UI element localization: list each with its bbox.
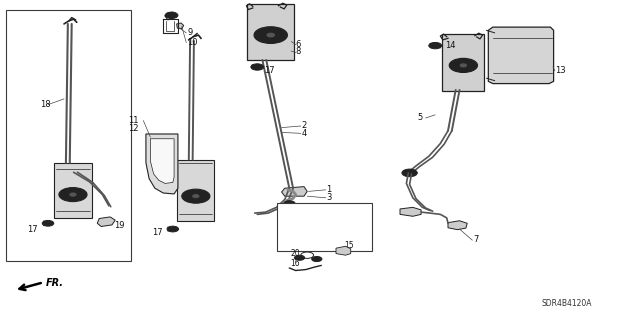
Circle shape <box>42 220 54 226</box>
FancyBboxPatch shape <box>247 4 294 60</box>
Text: 16: 16 <box>291 259 300 268</box>
Circle shape <box>312 256 322 262</box>
Polygon shape <box>150 139 174 183</box>
Text: 15: 15 <box>344 241 354 250</box>
Circle shape <box>251 64 264 70</box>
Circle shape <box>70 193 76 196</box>
Text: 11: 11 <box>128 116 138 125</box>
Polygon shape <box>488 27 554 84</box>
Circle shape <box>406 171 413 175</box>
Bar <box>6 10 131 261</box>
Circle shape <box>267 33 275 37</box>
Text: 20: 20 <box>291 249 300 258</box>
Circle shape <box>460 64 467 67</box>
Circle shape <box>65 191 81 198</box>
Polygon shape <box>400 207 421 216</box>
FancyBboxPatch shape <box>177 160 214 221</box>
Text: 17: 17 <box>27 225 38 234</box>
Circle shape <box>254 27 287 43</box>
Text: SDR4B4120A: SDR4B4120A <box>541 299 591 308</box>
Circle shape <box>165 12 178 19</box>
FancyBboxPatch shape <box>54 163 92 218</box>
Polygon shape <box>448 221 467 230</box>
Text: 10: 10 <box>188 38 198 47</box>
Circle shape <box>193 195 199 198</box>
FancyBboxPatch shape <box>442 34 484 91</box>
Polygon shape <box>97 217 115 226</box>
Circle shape <box>456 62 471 69</box>
Polygon shape <box>336 246 351 255</box>
Circle shape <box>449 58 477 72</box>
Circle shape <box>167 226 179 232</box>
Circle shape <box>294 255 305 260</box>
Circle shape <box>402 169 417 177</box>
FancyBboxPatch shape <box>277 203 372 251</box>
Text: 3: 3 <box>326 193 332 202</box>
Circle shape <box>284 201 295 206</box>
Text: FR.: FR. <box>46 278 64 288</box>
Text: 12: 12 <box>128 124 138 133</box>
Text: 9: 9 <box>188 28 193 37</box>
Polygon shape <box>177 23 184 29</box>
Text: 13: 13 <box>556 66 566 75</box>
Text: 5: 5 <box>417 113 422 122</box>
Polygon shape <box>282 187 307 196</box>
Text: 14: 14 <box>445 41 455 50</box>
Circle shape <box>188 192 204 200</box>
Text: 17: 17 <box>264 66 275 75</box>
Circle shape <box>290 204 299 208</box>
Circle shape <box>429 42 442 49</box>
Text: 19: 19 <box>114 221 124 230</box>
Text: 1: 1 <box>326 185 332 194</box>
Text: 17: 17 <box>152 228 163 237</box>
Text: 8: 8 <box>296 48 301 56</box>
Text: 4: 4 <box>301 129 307 137</box>
Circle shape <box>182 189 210 203</box>
Text: 18: 18 <box>40 100 51 109</box>
Polygon shape <box>146 134 178 194</box>
Text: 2: 2 <box>301 121 307 130</box>
Circle shape <box>262 31 280 40</box>
Text: 6: 6 <box>296 40 301 48</box>
Circle shape <box>59 188 87 202</box>
Text: 7: 7 <box>474 235 479 244</box>
